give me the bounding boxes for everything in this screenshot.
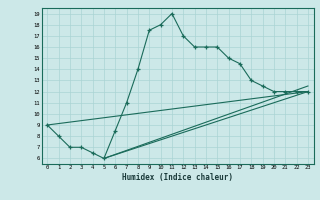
X-axis label: Humidex (Indice chaleur): Humidex (Indice chaleur) [122, 173, 233, 182]
